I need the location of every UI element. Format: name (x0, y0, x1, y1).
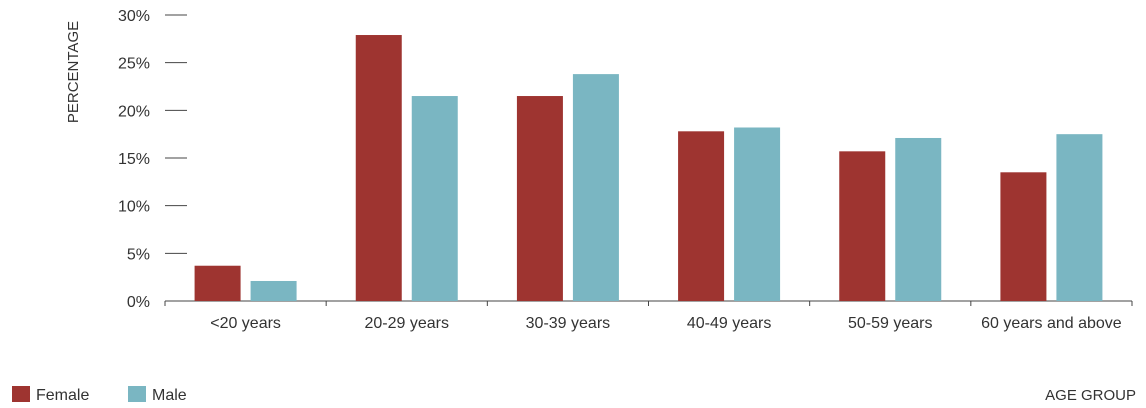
x-tick-label: 50-59 years (848, 315, 933, 332)
y-tick-label: 30% (118, 8, 150, 25)
bar-female (1000, 172, 1047, 301)
y-tick-label: 15% (118, 151, 150, 168)
x-tick-label: 20-29 years (365, 315, 450, 332)
y-tick-label: 25% (118, 56, 150, 73)
y-tick-label: 20% (118, 103, 150, 120)
x-tick-label: <20 years (210, 315, 281, 332)
bar-male (572, 74, 619, 302)
bar-female (355, 35, 402, 302)
legend-label: Female (36, 387, 89, 403)
x-axis: <20 years 20-29 years 30-39 years 40-49 yea… (164, 300, 1133, 332)
bar-female (678, 131, 725, 301)
x-axis-title: AGE GROUP (1045, 387, 1136, 403)
x-tick-label: 60 years and above (981, 315, 1122, 332)
bars (194, 35, 1103, 302)
bar-female (194, 265, 241, 301)
y-tick-label: 0% (127, 294, 150, 311)
legend-swatch (128, 386, 146, 402)
bar-male (1056, 134, 1103, 301)
bar-male (411, 96, 458, 302)
x-tick-label: 40-49 years (687, 315, 772, 332)
bar-female (839, 151, 886, 301)
bar-male (250, 280, 297, 301)
legend-swatch (12, 386, 30, 402)
y-axis: 0% 5% 10% 15% 20% 25% 30% (118, 8, 187, 311)
legend: Female Male (12, 386, 187, 404)
y-axis-title: PERCENTAGE (65, 21, 82, 123)
y-tick-label: 10% (118, 199, 150, 216)
bar-male (734, 127, 781, 301)
x-tick-label: 30-39 years (526, 315, 611, 332)
bar-female (516, 96, 563, 302)
legend-label: Male (152, 387, 187, 403)
y-tick-label: 5% (127, 246, 150, 263)
bar-male (895, 137, 942, 301)
